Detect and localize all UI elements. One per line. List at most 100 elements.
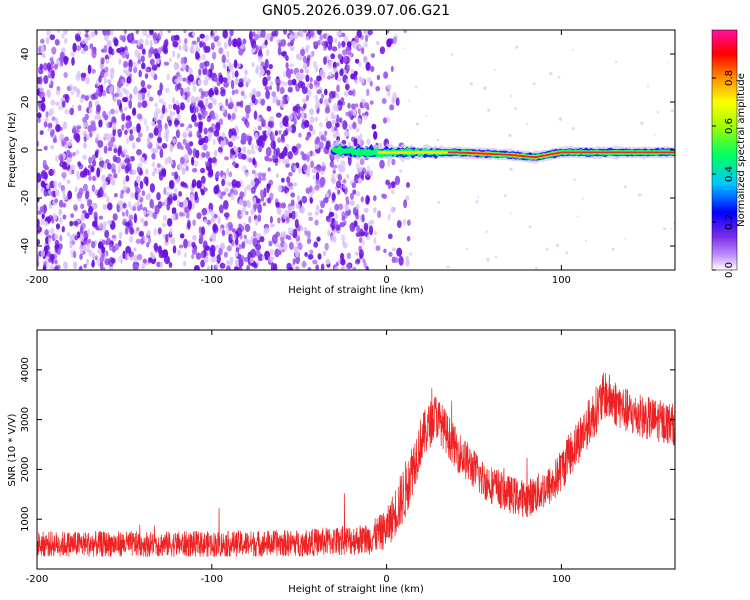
noise-speckle <box>307 230 311 239</box>
noise-speckle <box>210 62 214 71</box>
noise-speckle <box>229 30 234 37</box>
noise-speckle <box>284 158 290 164</box>
noise-speckle <box>316 75 322 82</box>
noise-speckle <box>207 102 213 110</box>
noise-speckle <box>101 174 106 183</box>
noise-speckle <box>122 178 127 186</box>
y-tick-label: 4000 <box>20 357 31 382</box>
noise-speckle <box>59 234 63 242</box>
noise-speckle <box>332 115 338 120</box>
noise-speckle <box>50 80 54 87</box>
noise-speckle <box>261 176 267 181</box>
noise-speckle <box>172 138 177 144</box>
noise-speckle <box>320 263 325 270</box>
noise-speckle <box>121 124 125 131</box>
noise-speckle <box>387 159 391 168</box>
noise-speckle <box>249 32 253 42</box>
noise-speckle <box>192 219 197 227</box>
noise-speckle <box>314 211 319 216</box>
noise-speckle <box>70 90 75 95</box>
noise-speckle <box>515 45 519 49</box>
noise-speckle <box>368 225 374 236</box>
noise-speckle <box>278 130 282 135</box>
noise-speckle <box>50 107 55 116</box>
noise-speckle <box>188 200 192 210</box>
noise-speckle <box>316 236 321 242</box>
noise-speckle <box>177 82 182 90</box>
noise-speckle <box>39 92 43 99</box>
noise-speckle <box>195 52 200 60</box>
noise-speckle <box>188 32 192 38</box>
noise-speckle <box>265 146 272 157</box>
noise-speckle <box>37 218 40 228</box>
noise-speckle <box>178 244 184 249</box>
noise-speckle <box>107 146 113 152</box>
noise-speckle <box>110 163 116 172</box>
noise-speckle <box>264 227 270 234</box>
noise-speckle <box>333 126 338 131</box>
noise-speckle <box>137 132 143 138</box>
noise-speckle <box>72 42 77 53</box>
noise-speckle <box>200 259 206 268</box>
noise-speckle <box>309 197 313 204</box>
noise-speckle <box>37 112 42 118</box>
noise-speckle <box>348 112 353 118</box>
noise-speckle <box>486 257 490 262</box>
noise-speckle <box>43 121 48 128</box>
noise-speckle <box>157 245 162 254</box>
noise-speckle <box>281 177 285 183</box>
noise-speckle <box>315 264 319 270</box>
noise-speckle <box>167 156 172 163</box>
noise-speckle <box>200 234 204 242</box>
noise-speckle <box>229 101 235 109</box>
noise-speckle <box>266 183 271 190</box>
noise-speckle <box>335 93 340 99</box>
noise-speckle <box>181 212 186 217</box>
noise-speckle <box>349 123 353 130</box>
snr-frame <box>36 329 676 570</box>
noise-speckle <box>255 249 261 257</box>
noise-speckle <box>199 139 204 146</box>
noise-speckle <box>226 245 232 252</box>
x-tick-label: -100 <box>200 574 223 585</box>
noise-speckle <box>296 195 301 203</box>
noise-speckle <box>201 152 206 158</box>
noise-speckle <box>113 38 119 47</box>
noise-speckle <box>128 59 133 69</box>
noise-speckle <box>159 261 164 268</box>
noise-speckle <box>369 66 375 72</box>
noise-speckle <box>243 234 247 239</box>
noise-speckle <box>341 221 345 227</box>
noise-speckle <box>483 86 487 90</box>
noise-speckle <box>132 61 137 68</box>
noise-speckle <box>146 210 152 215</box>
noise-speckle <box>172 245 177 254</box>
noise-speckle <box>394 175 401 186</box>
noise-speckle <box>134 40 139 44</box>
noise-speckle <box>231 112 236 120</box>
noise-speckle <box>183 260 187 267</box>
noise-speckle <box>61 100 66 108</box>
noise-speckle <box>264 58 269 69</box>
noise-speckle <box>337 53 343 60</box>
noise-speckle <box>203 256 209 263</box>
noise-speckle <box>77 104 82 112</box>
noise-speckle <box>119 34 123 41</box>
noise-speckle <box>67 232 71 237</box>
noise-speckle <box>227 221 233 229</box>
noise-speckle <box>110 176 114 181</box>
noise-speckle <box>102 204 108 211</box>
noise-speckle <box>174 171 179 180</box>
noise-speckle <box>301 260 307 268</box>
noise-speckle <box>331 120 336 125</box>
noise-speckle <box>145 66 150 73</box>
noise-speckle <box>239 198 243 206</box>
noise-speckle <box>263 132 267 142</box>
noise-speckle <box>291 111 297 118</box>
noise-speckle <box>108 140 114 148</box>
noise-speckle <box>80 222 86 230</box>
noise-speckle <box>309 108 314 116</box>
noise-speckle <box>336 77 341 82</box>
noise-speckle <box>195 252 202 260</box>
noise-speckle <box>327 35 334 45</box>
